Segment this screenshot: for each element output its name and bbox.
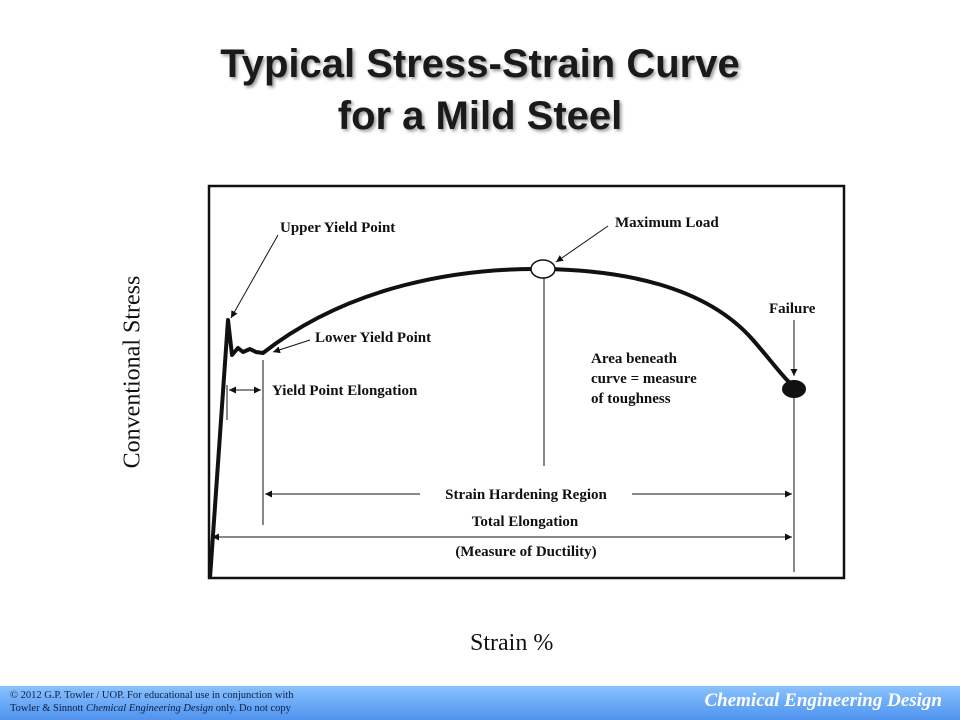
lower-yield-point-arrow: [272, 339, 311, 354]
slide-title: Typical Stress-Strain Curve for a Mild S…: [0, 38, 960, 142]
brand-title: Chemical Engineering Design: [704, 690, 942, 711]
upper-yield-point-arrow: [230, 234, 279, 319]
lower-yield-point-label: Lower Yield Point: [315, 330, 431, 346]
stress-strain-diagram: Upper Yield Point Lower Yield Point Yiel…: [207, 184, 846, 580]
maximum-load-marker: [530, 259, 556, 279]
copyright-line-2-text: Towler & Sinnott: [10, 703, 86, 714]
copyright-line-2-tail: only. Do not copy: [213, 703, 291, 714]
copyright-line-1: © 2012 G.P. Towler / UOP. For educationa…: [10, 690, 294, 701]
upper-yield-point-label: Upper Yield Point: [280, 220, 395, 236]
area-label-line-1: Area beneath: [591, 351, 678, 367]
area-label-line-2: curve = measure: [591, 371, 697, 387]
stress-strain-curve: [208, 266, 801, 579]
diagram-frame: [207, 184, 846, 580]
failure-marker: [782, 380, 806, 398]
total-elongation-label: Total Elongation: [472, 514, 579, 530]
area-label-line-3: of toughness: [591, 391, 671, 407]
copyright-line-2: Towler & Sinnott Chemical Engineering De…: [10, 702, 400, 715]
measure-of-ductility-label: (Measure of Ductility): [455, 544, 596, 560]
x-axis-label: Strain %: [470, 630, 554, 656]
yield-point-elongation-label: Yield Point Elongation: [272, 383, 418, 399]
maximum-load-arrow: [555, 225, 609, 263]
failure-label: Failure: [769, 301, 816, 317]
footer-bar: © 2012 G.P. Towler / UOP. For educationa…: [0, 686, 960, 720]
slide-title-line-1: Typical Stress-Strain Curve: [220, 42, 740, 86]
strain-hardening-region-label: Strain Hardening Region: [445, 487, 607, 503]
y-axis-label: Conventional Stress: [119, 275, 146, 469]
copyright-notice: © 2012 G.P. Towler / UOP. For educationa…: [10, 689, 400, 715]
slide-title-line-2: for a Mild Steel: [337, 94, 623, 138]
copyright-book-title: Chemical Engineering Design: [85, 703, 214, 714]
maximum-load-label: Maximum Load: [615, 215, 719, 231]
